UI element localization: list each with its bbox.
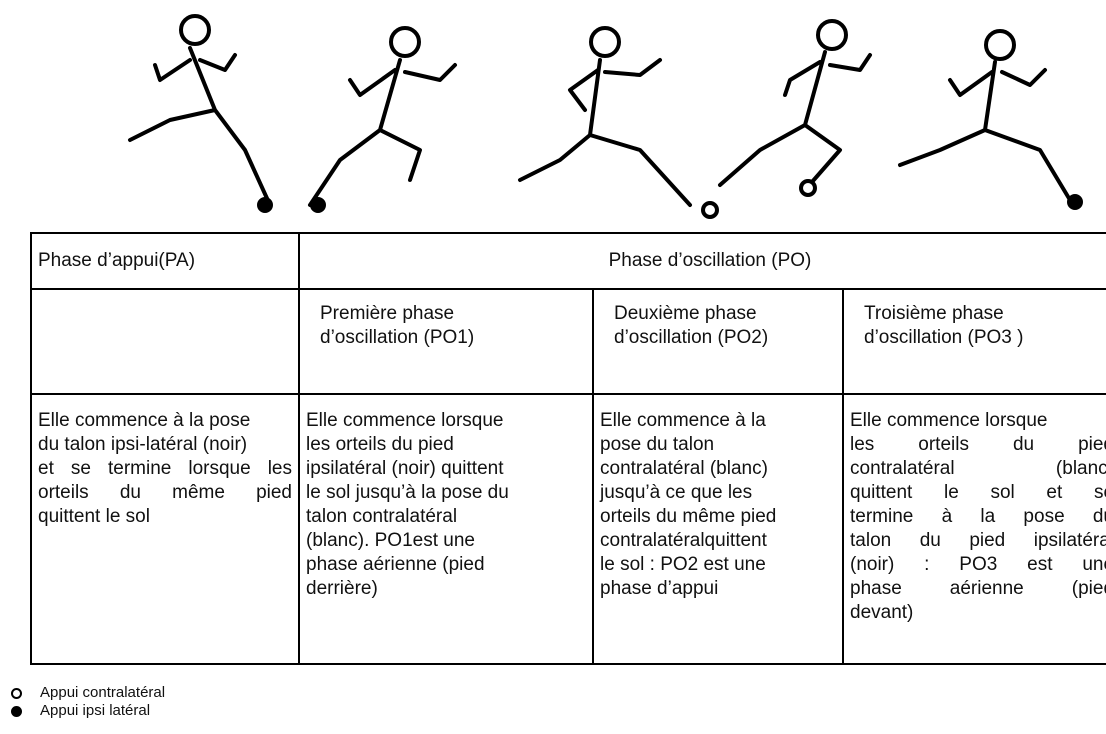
- text-line: d’oscillation (PO3 ): [864, 327, 1024, 348]
- text-line: termine à la pose du: [850, 506, 1106, 527]
- open-dot: [11, 688, 22, 699]
- runner: [128, 14, 273, 213]
- text-line: Elle commence à la pose: [38, 410, 251, 431]
- empty-cell: [30, 288, 300, 395]
- text-line: (noir) : PO3 est une: [850, 554, 1106, 575]
- body-cell: Elle commence lorsque les orteils du pied…: [841, 393, 1106, 665]
- header-cell: Phase d’oscillation (PO): [297, 232, 1106, 290]
- subheader-cell: Deuxième phase d’oscillation (PO2): [592, 288, 844, 395]
- text-line: quittent le sol et se: [850, 482, 1106, 503]
- text-line: Première phase: [320, 303, 455, 324]
- legend-text: Appui contralatéral: [40, 684, 166, 701]
- text-line: Troisième phase: [864, 303, 1004, 324]
- body-cell: Elle commence lorsque les orteils du pied…: [298, 393, 594, 665]
- text-line: devant): [850, 602, 914, 623]
- text-line: derrière): [306, 578, 378, 599]
- text-line: d’oscillation (PO2): [614, 327, 769, 348]
- text-line: quittent le sol: [38, 506, 150, 527]
- text-line: orteils du même pied: [38, 482, 292, 503]
- subheader-cell: Troisième phase d’oscillation (PO3 ): [841, 288, 1106, 395]
- text-line: jusqu’à ce que les: [600, 482, 753, 503]
- text-line: Elle commence lorsque: [306, 410, 504, 431]
- text-line: les orteils du pied: [850, 434, 1106, 455]
- text-line: phase d’appui: [600, 578, 719, 599]
- body-cell: Elle commence à la pose du talon contralat…: [592, 393, 844, 665]
- text-line: Elle commence lorsque: [850, 410, 1048, 431]
- runner: [898, 29, 1083, 210]
- text-line: phase aérienne (pied: [850, 578, 1106, 599]
- body-cell: Elle commence à la pose du talon ipsi-lat…: [30, 393, 300, 665]
- text-line: talon contralatéral: [306, 506, 458, 527]
- text-line: pose du talon: [600, 434, 715, 455]
- text-line: contralatéralquittent: [600, 530, 767, 551]
- legend-text: Appui ipsi latéral: [40, 702, 151, 719]
- text-line: du talon ipsi-latéral (noir): [38, 434, 248, 455]
- text-line: Elle commence à la: [600, 410, 766, 431]
- text-line: phase aérienne (pied: [306, 554, 485, 575]
- filled-dot: [11, 706, 22, 717]
- text-line: le sol jusqu’à la pose du: [306, 482, 509, 503]
- text-line: Deuxième phase: [614, 303, 757, 324]
- text-line: (blanc). PO1est une: [306, 530, 475, 551]
- text-line: les orteils du pied: [306, 434, 454, 455]
- text-line: d’oscillation (PO1): [320, 327, 475, 348]
- text-line: et se termine lorsque les: [38, 458, 292, 479]
- text-line: le sol : PO2 est une: [600, 554, 766, 575]
- phase-table: Phase d’appui(PA) Phase d’oscillation (PO…: [30, 232, 1106, 665]
- header-cell: Phase d’appui(PA): [30, 232, 300, 290]
- runner: [308, 26, 457, 213]
- text-line: contralatéral (blanc): [600, 458, 768, 479]
- text-line: talon du pied ipsilatéral: [850, 530, 1106, 551]
- text-line: contralatéral (blanc): [850, 458, 1106, 479]
- runner: [518, 26, 719, 219]
- runners-illustration: [128, 14, 1083, 219]
- text-line: ipsilatéral (noir) quittent: [306, 458, 504, 479]
- text-line: orteils du même pied: [600, 506, 777, 527]
- subheader-cell: Première phase d’oscillation (PO1): [298, 288, 594, 395]
- runner: [718, 19, 872, 197]
